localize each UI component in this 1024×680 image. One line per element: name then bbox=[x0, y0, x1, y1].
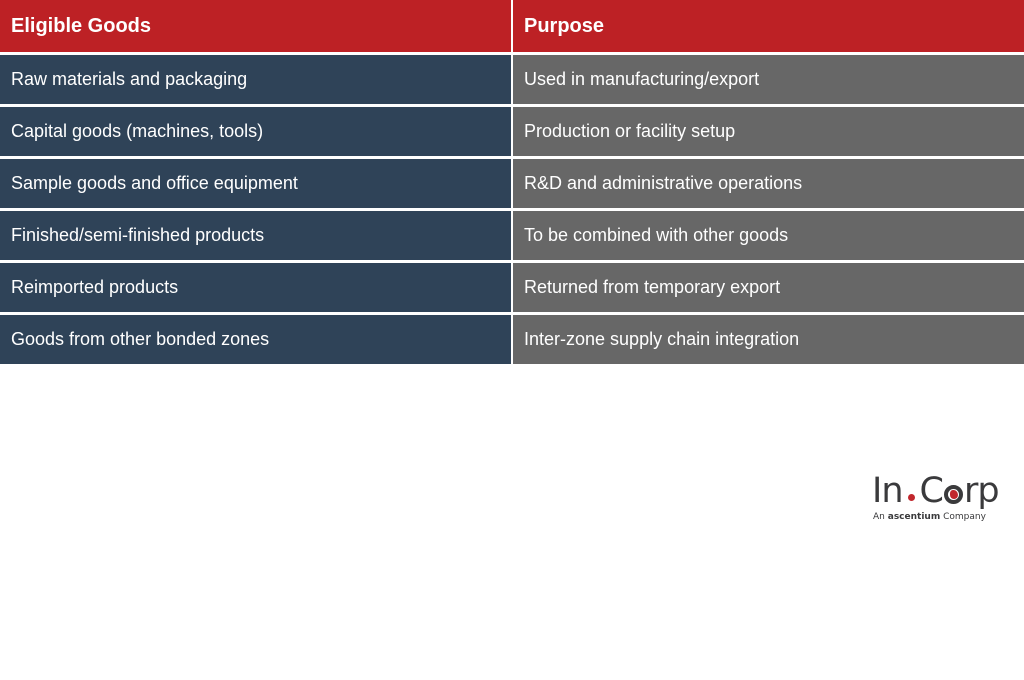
header-purpose: Purpose bbox=[513, 0, 1024, 52]
incorp-logo: In C rp An ascentium Company bbox=[872, 472, 1012, 527]
table-cell-goods: Capital goods (machines, tools) bbox=[0, 107, 511, 156]
table-cell-goods: Goods from other bonded zones bbox=[0, 315, 511, 364]
logo-wordmark: In C rp bbox=[872, 471, 1000, 511]
table-cell-purpose: To be combined with other goods bbox=[513, 211, 1024, 260]
table-cell-purpose: Used in manufacturing/export bbox=[513, 55, 1024, 104]
table-cell-goods: Reimported products bbox=[0, 263, 511, 312]
logo-tagline: An ascentium Company bbox=[873, 512, 986, 522]
logo-tagline-prefix: An bbox=[873, 512, 885, 522]
eligible-goods-table: Eligible Goods Purpose Raw materials and… bbox=[0, 0, 1024, 364]
table-cell-purpose: Production or facility setup bbox=[513, 107, 1024, 156]
logo-tagline-brand: ascentium bbox=[887, 512, 941, 522]
logo-text-c: C bbox=[919, 471, 944, 511]
logo-dot-icon bbox=[907, 493, 915, 501]
table-cell-purpose: Returned from temporary export bbox=[513, 263, 1024, 312]
table-cell-goods: Finished/semi-finished products bbox=[0, 211, 511, 260]
logo-text-rp: rp bbox=[963, 471, 1000, 511]
table-cell-purpose: Inter-zone supply chain integration bbox=[513, 315, 1024, 364]
table-cell-goods: Sample goods and office equipment bbox=[0, 159, 511, 208]
table-cell-purpose: R&D and administrative operations bbox=[513, 159, 1024, 208]
logo-tagline-suffix: Company bbox=[943, 512, 986, 522]
logo-text-in: In bbox=[872, 471, 904, 511]
header-eligible-goods: Eligible Goods bbox=[0, 0, 511, 52]
globe-icon bbox=[943, 484, 963, 504]
table-cell-goods: Raw materials and packaging bbox=[0, 55, 511, 104]
